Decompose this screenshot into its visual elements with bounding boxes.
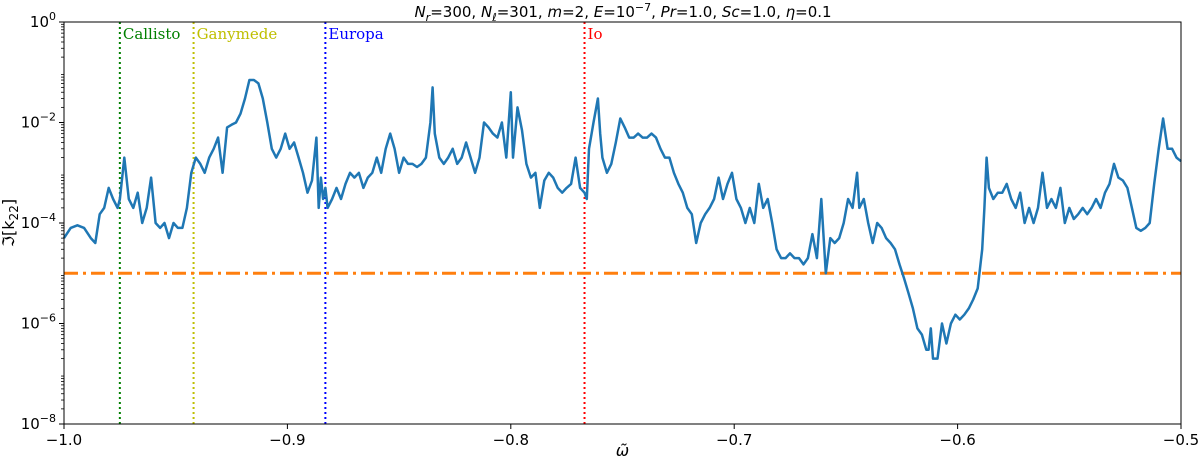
moon-labels: Callisto Ganymede Europa Io — [123, 25, 603, 43]
y-tick-label: 100 — [30, 10, 56, 31]
x-tick-label: −0.8 — [493, 431, 529, 449]
y-axis-label: ℑ[k22] — [0, 199, 21, 247]
series-layer — [62, 78, 1182, 360]
x-tick-label: −0.7 — [716, 431, 752, 449]
y-tick-label: 10−6 — [21, 312, 56, 333]
y-axis: 10−8 10−6 10−4 10−2 100 — [21, 10, 64, 433]
svg-text:Nr=300, Nℓ=301, m=2, E=10−7: Nr=300, Nℓ=301, m=2, E=10−7, Pr=1.0, Sc=… — [414, 1, 831, 24]
chart-title: Nr=300, Nℓ=301, m=2, E=10−7, Pr=1.0, Sc=… — [414, 1, 831, 24]
y-tick-label: 10−2 — [21, 111, 56, 132]
y-tick-label: 10−4 — [21, 211, 56, 232]
y-tick-label: 10−8 — [21, 412, 56, 433]
x-tick-label: −0.6 — [939, 431, 975, 449]
europa-label: Europa — [328, 25, 383, 43]
moon-markers — [118, 22, 586, 424]
io-label: Io — [588, 25, 603, 43]
series-line-0 — [62, 78, 1182, 360]
ganymede-label: Ganymede — [197, 25, 278, 43]
callisto-label: Callisto — [123, 25, 181, 43]
plot-frame — [63, 21, 1182, 425]
x-tick-label: −0.9 — [269, 431, 305, 449]
x-tick-label: −0.5 — [1163, 431, 1199, 449]
x-axis: −1.0 −0.9 −0.8 −0.7 −0.6 −0.5 — [46, 424, 1199, 449]
x-tick-label: −1.0 — [46, 431, 82, 449]
x-axis-label: ω̃ — [616, 441, 629, 460]
